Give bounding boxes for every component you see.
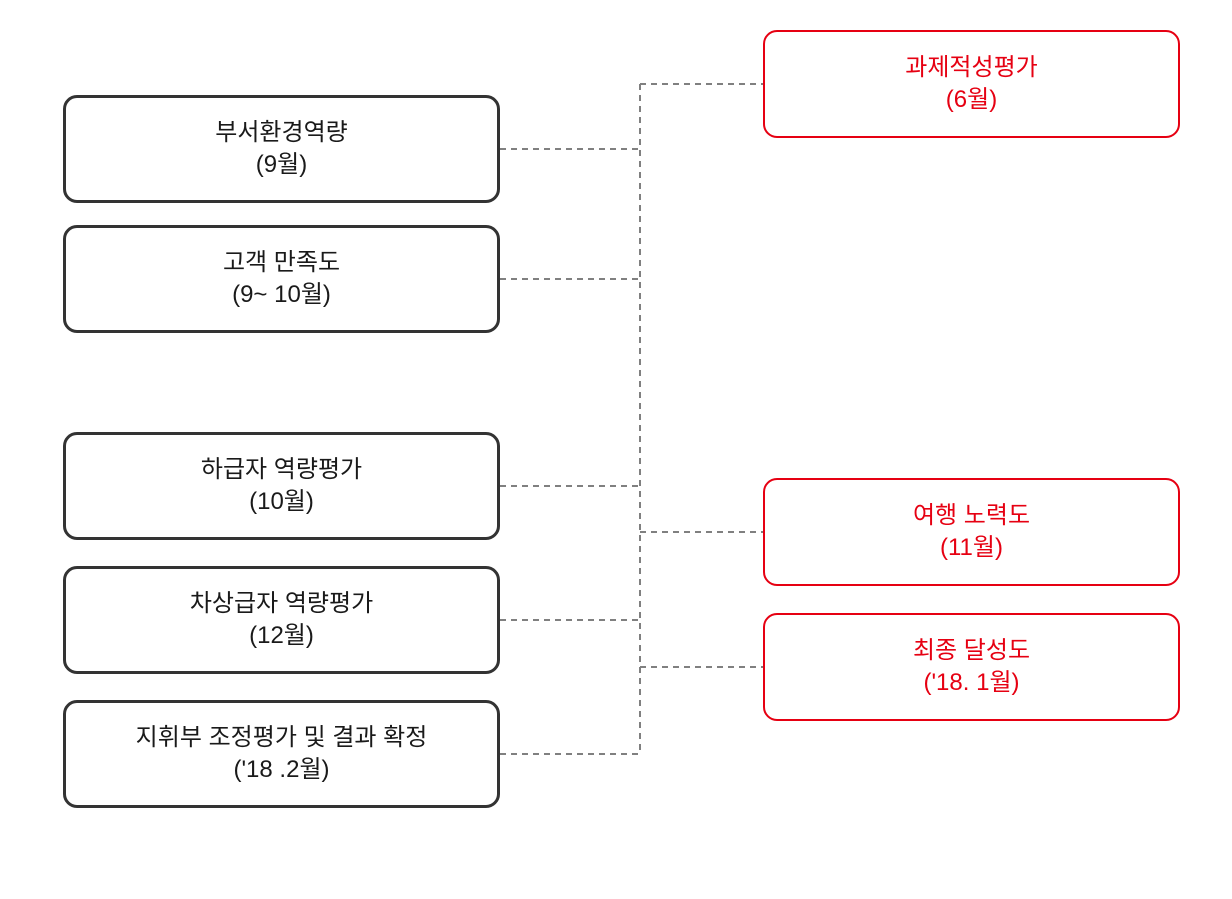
node-n4: 차상급자 역량평가(12월) xyxy=(63,566,500,674)
node-title: 지휘부 조정평가 및 결과 확정 xyxy=(136,722,428,754)
node-n2: 고객 만족도(9~ 10월) xyxy=(63,225,500,333)
node-n5: 지휘부 조정평가 및 결과 확정('18 .2월) xyxy=(63,700,500,808)
node-r1: 과제적성평가(6월) xyxy=(763,30,1180,138)
node-title: 최종 달성도 xyxy=(913,635,1030,667)
node-sub: ('18 .2월) xyxy=(233,754,329,786)
node-n1: 부서환경역량(9월) xyxy=(63,95,500,203)
node-r2: 여행 노력도(11월) xyxy=(763,478,1180,586)
node-title: 차상급자 역량평가 xyxy=(190,588,373,620)
node-title: 여행 노력도 xyxy=(913,500,1030,532)
diagram-canvas: 부서환경역량(9월) 고객 만족도(9~ 10월) 하급자 역량평가(10월) 차상급… xyxy=(0,0,1232,899)
node-title: 부서환경역량 xyxy=(215,117,347,149)
node-n3: 하급자 역량평가(10월) xyxy=(63,432,500,540)
node-sub: (6월) xyxy=(946,84,997,116)
node-sub: (9월) xyxy=(256,149,307,181)
node-sub: (10월) xyxy=(249,486,314,518)
node-title: 과제적성평가 xyxy=(905,52,1037,84)
node-sub: ('18. 1월) xyxy=(923,667,1019,699)
node-r3: 최종 달성도('18. 1월) xyxy=(763,613,1180,721)
node-title: 하급자 역량평가 xyxy=(201,454,362,486)
node-title: 고객 만족도 xyxy=(223,247,340,279)
node-sub: (11월) xyxy=(940,532,1003,564)
node-sub: (9~ 10월) xyxy=(232,279,331,311)
node-sub: (12월) xyxy=(249,620,314,652)
